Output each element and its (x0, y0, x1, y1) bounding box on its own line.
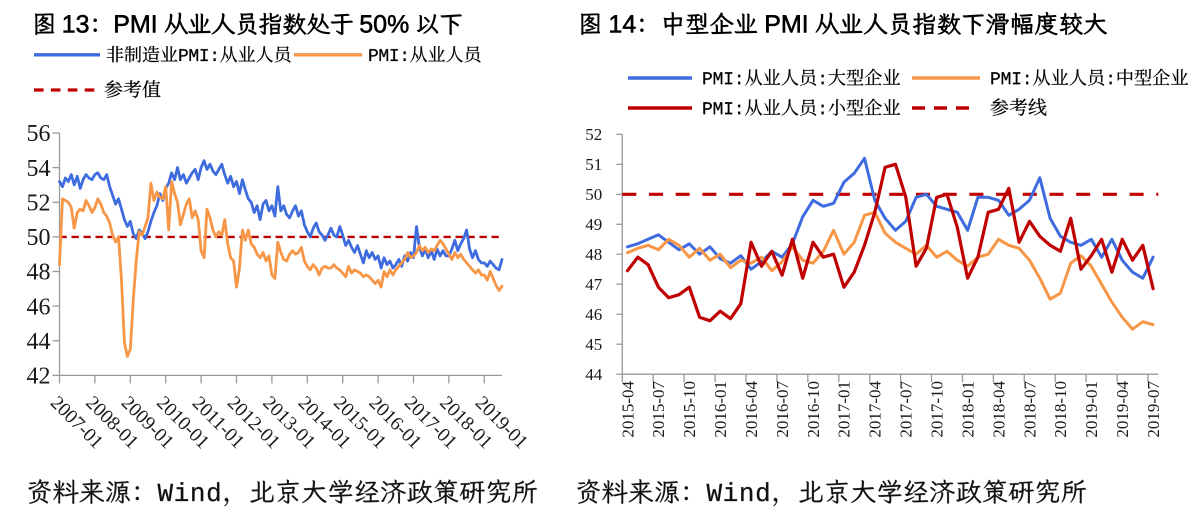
svg-text:44: 44 (585, 365, 603, 384)
svg-text:2016-10: 2016-10 (804, 381, 823, 438)
svg-text:2018-01: 2018-01 (958, 381, 977, 438)
svg-text:2017-10: 2017-10 (927, 381, 946, 438)
svg-text:46: 46 (585, 305, 602, 324)
svg-text:2015-04: 2015-04 (618, 381, 637, 438)
svg-text:2016-01: 2016-01 (711, 381, 730, 438)
svg-text:2019-07: 2019-07 (1144, 381, 1163, 438)
svg-text:2015-07: 2015-07 (649, 381, 668, 438)
svg-text:2017-07: 2017-07 (897, 381, 916, 438)
svg-text:50: 50 (27, 225, 51, 251)
svg-text:2019-01: 2019-01 (1082, 381, 1101, 438)
svg-text:2019-04: 2019-04 (1113, 381, 1132, 438)
svg-text:51: 51 (585, 155, 602, 174)
svg-text:2018-07: 2018-07 (1020, 381, 1039, 438)
svg-text:49: 49 (585, 215, 602, 234)
svg-text:54: 54 (27, 156, 51, 182)
svg-text:52: 52 (27, 190, 51, 216)
svg-text:48: 48 (585, 245, 602, 264)
svg-text:2015-10: 2015-10 (680, 381, 699, 438)
svg-text:45: 45 (585, 335, 602, 354)
svg-text:46: 46 (27, 294, 51, 320)
svg-text:47: 47 (585, 275, 603, 294)
svg-text:48: 48 (27, 260, 51, 286)
svg-text:42: 42 (27, 364, 51, 390)
svg-text:2016-04: 2016-04 (742, 381, 761, 438)
svg-text:52: 52 (585, 125, 602, 144)
svg-text:2018-04: 2018-04 (989, 381, 1008, 438)
svg-text:2017-01: 2017-01 (835, 381, 854, 438)
svg-text:50: 50 (585, 185, 602, 204)
svg-text:56: 56 (27, 121, 51, 147)
svg-text:2018-10: 2018-10 (1051, 381, 1070, 438)
svg-text:2016-07: 2016-07 (773, 381, 792, 438)
svg-text:44: 44 (27, 329, 51, 355)
svg-text:2017-04: 2017-04 (866, 381, 885, 438)
